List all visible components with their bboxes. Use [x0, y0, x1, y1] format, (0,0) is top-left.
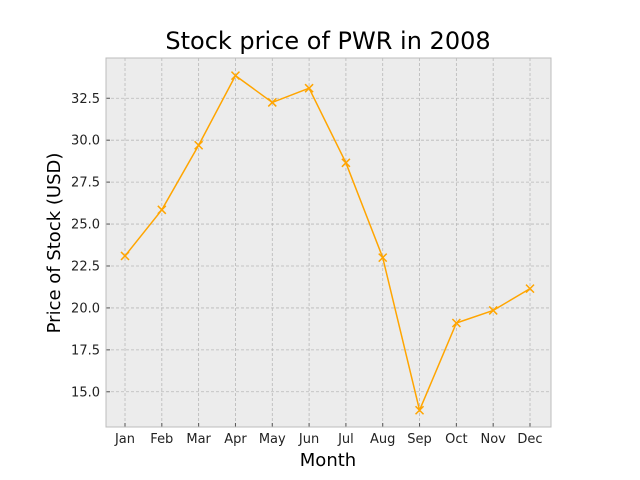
x-tick-label: Jan	[114, 432, 135, 447]
x-tick-label: Jun	[298, 432, 319, 447]
y-tick-label: 27.5	[71, 176, 100, 191]
x-tick-label: Oct	[445, 432, 467, 447]
data-point-apr	[230, 71, 240, 81]
chart-title: Stock price of PWR in 2008	[165, 27, 490, 55]
series-line	[124, 74, 531, 413]
y-tick-label: 25.0	[71, 218, 100, 233]
plot-area	[106, 58, 551, 427]
y-tick-label: 22.5	[71, 259, 100, 274]
data-point-oct	[451, 318, 461, 328]
y-tick-label: 30.0	[71, 134, 100, 149]
data-point-jul	[341, 158, 351, 168]
y-tick-label: 32.5	[71, 92, 100, 107]
x-tick-label: Feb	[150, 432, 173, 447]
y-tick-label: 17.5	[71, 343, 100, 358]
data-point-sep	[415, 405, 425, 415]
y-tick-label: 15.0	[71, 385, 100, 400]
data-point-jan	[120, 251, 130, 261]
x-tick-label: Dec	[517, 432, 542, 447]
tick-labels: Jan Feb Mar Apr May Jun Jul Aug Sep Oct Nov Dec 15.0…	[71, 92, 543, 447]
x-tick-label: Mar	[186, 432, 211, 447]
grid-lines	[106, 58, 551, 427]
data-point-feb	[157, 205, 167, 215]
x-tick-label: May	[259, 432, 286, 447]
series-layer	[120, 71, 535, 415]
data-point-jun	[304, 83, 314, 93]
data-point-mar	[194, 140, 204, 150]
x-tick-label: Jul	[337, 432, 354, 447]
data-point-aug	[378, 253, 388, 263]
data-point-nov	[488, 305, 498, 315]
data-point-may	[267, 97, 277, 107]
x-tick-label: Aug	[370, 432, 395, 447]
y-axis-label: Price of Stock (USD)	[44, 153, 65, 334]
x-axis-label: Month	[300, 450, 356, 471]
x-tick-label: Sep	[407, 432, 432, 447]
plot-frame	[105, 57, 552, 428]
x-tick-label: Nov	[480, 432, 506, 447]
y-tick-label: 20.0	[71, 301, 100, 316]
data-point-dec	[525, 284, 535, 294]
x-tick-label: Apr	[224, 432, 247, 447]
